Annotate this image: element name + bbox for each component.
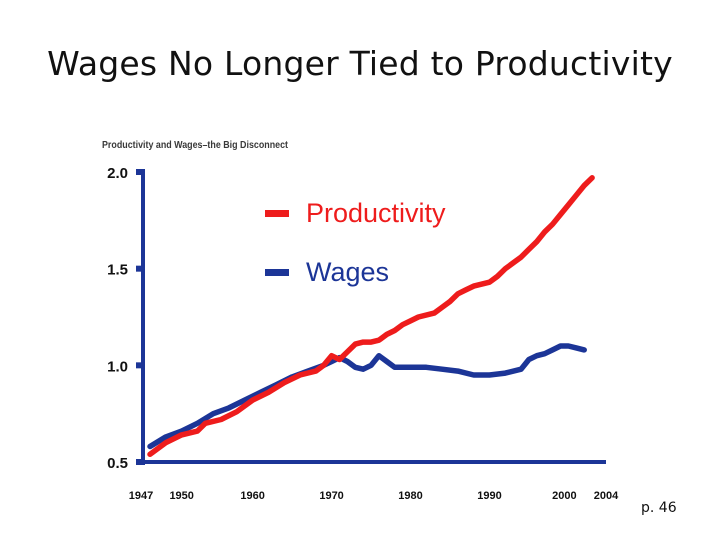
slide-title: Wages No Longer Tied to Productivity — [47, 44, 673, 83]
x-tick-label: 1980 — [398, 490, 422, 502]
y-tick-label: 2.0 — [107, 165, 128, 182]
legend: Productivity Wages — [265, 198, 446, 287]
y-tick-mark — [136, 362, 145, 369]
x-tick-label: 1990 — [477, 490, 501, 502]
x-tick-label: 2000 — [552, 490, 576, 502]
series-lines — [147, 175, 595, 458]
x-tick-label: 1970 — [319, 490, 343, 502]
legend-swatch-wages — [265, 269, 289, 276]
y-tick-label: 1.5 — [107, 262, 128, 279]
y-tick-mark — [136, 169, 145, 175]
page-number: p. 46 — [641, 500, 677, 516]
y-axis: 2.0 1.5 1.0 0.5 — [107, 165, 145, 472]
series-line-wages — [147, 343, 587, 450]
y-tick-mark — [136, 265, 145, 272]
legend-swatch-productivity — [265, 210, 289, 217]
chart-title: Productivity and Wages–the Big Disconnec… — [102, 140, 289, 151]
x-tick-label: 1947 — [129, 490, 153, 502]
x-tick-label: 2004 — [594, 490, 619, 502]
y-tick-label: 1.0 — [107, 358, 128, 375]
x-tick-label: 1950 — [169, 490, 193, 502]
series-line-productivity — [147, 175, 595, 458]
y-tick-label: 0.5 — [107, 455, 128, 472]
x-tick-label: 1960 — [240, 490, 264, 502]
y-tick-mark — [136, 459, 145, 465]
legend-label-wages: Wages — [306, 257, 389, 287]
legend-label-productivity: Productivity — [306, 198, 446, 228]
x-axis: 1947 1950 1960 1970 1980 1990 2000 2004 — [129, 460, 619, 502]
